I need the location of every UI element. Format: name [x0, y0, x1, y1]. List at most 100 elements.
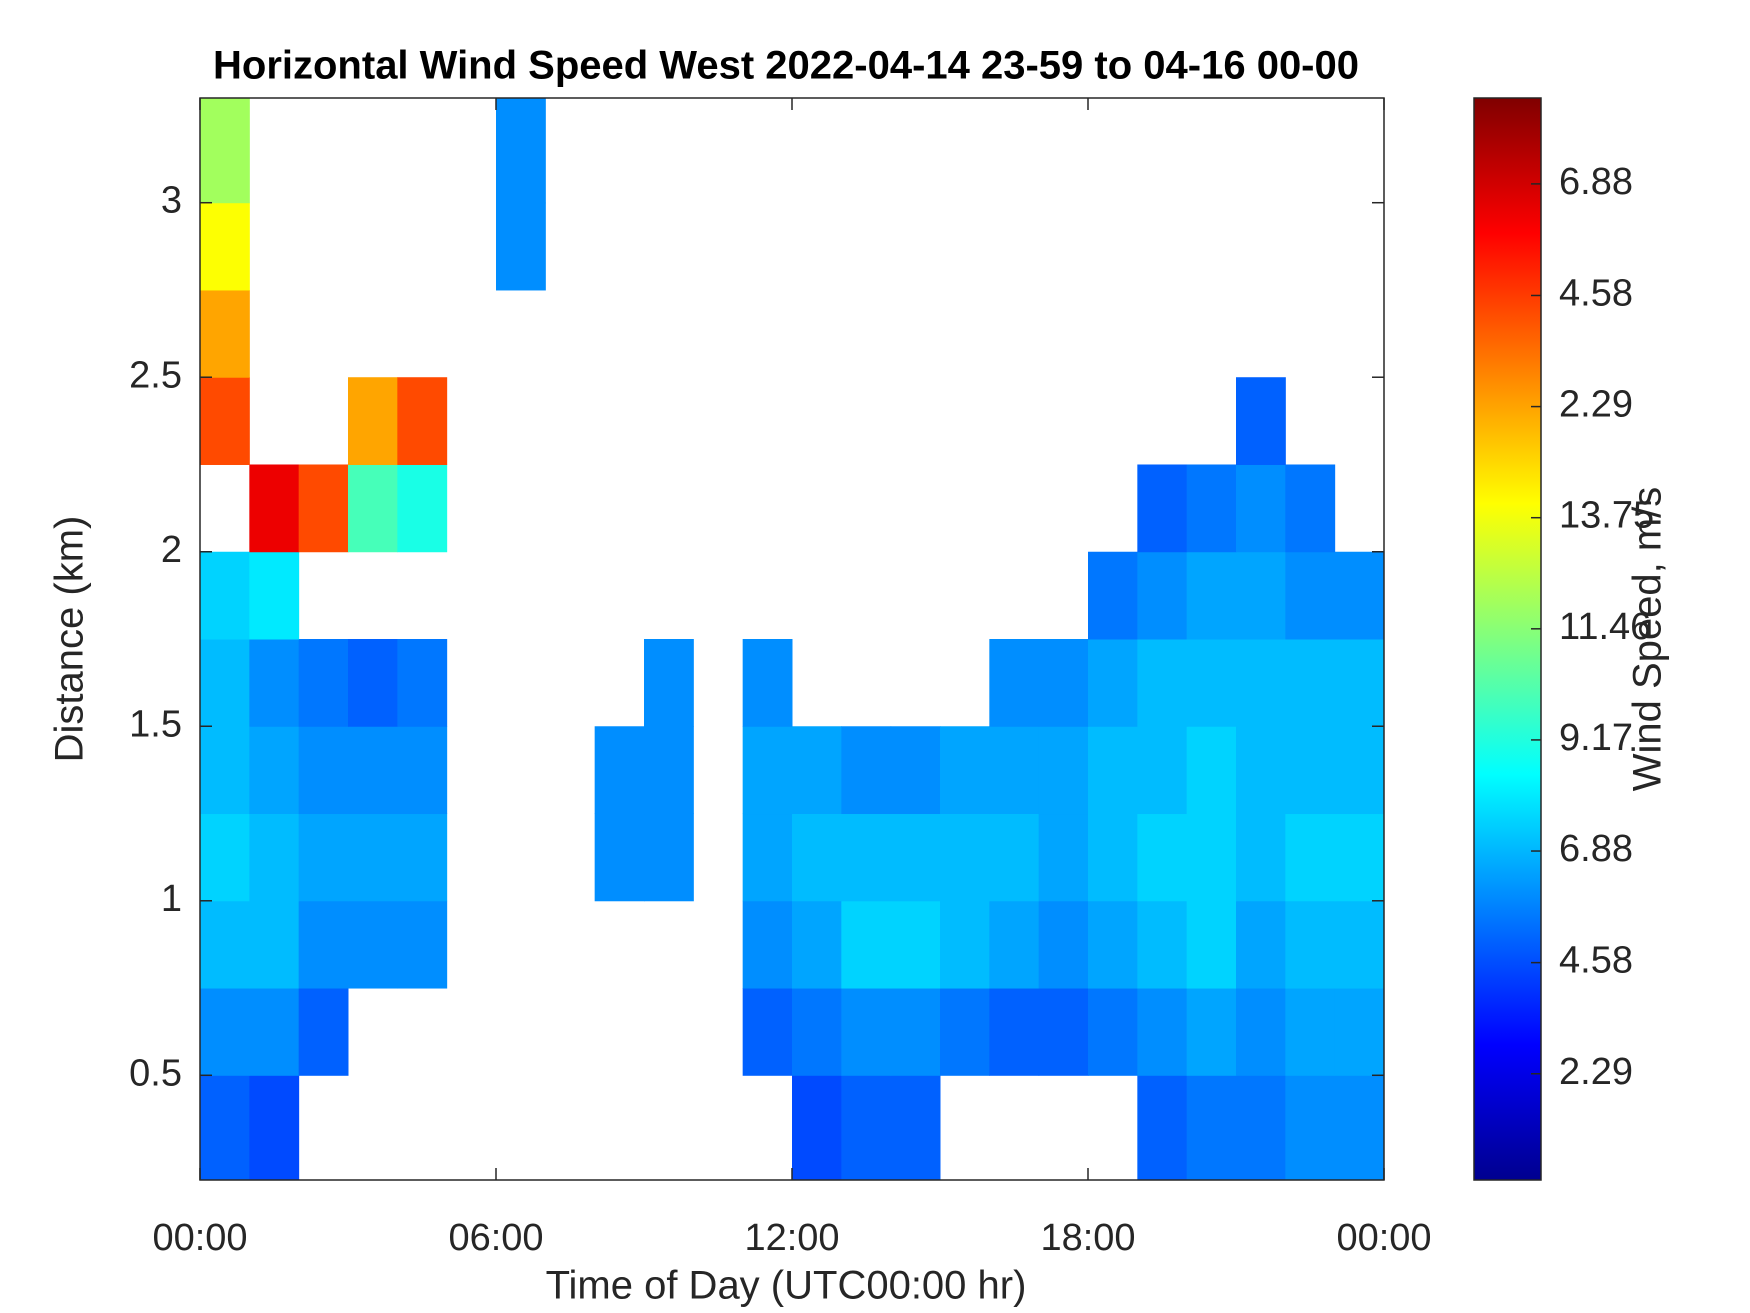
heat-cell	[1137, 464, 1188, 553]
heat-cell	[742, 988, 793, 1076]
heat-cell	[792, 988, 842, 1076]
heat-cell	[989, 726, 1040, 815]
heat-cell	[348, 900, 398, 989]
colorbar-tick-label: 4.58	[1559, 273, 1633, 315]
heat-cell	[249, 726, 300, 815]
heat-cell	[1137, 813, 1188, 902]
heat-cell	[397, 639, 448, 727]
x-tick-label: 18:00	[1040, 1217, 1135, 1259]
y-axis-label: Distance (km)	[48, 516, 92, 763]
heat-cell	[200, 377, 250, 465]
heat-cell	[989, 900, 1040, 989]
heat-cell	[298, 726, 349, 815]
heat-cell	[989, 988, 1040, 1076]
heat-cell	[841, 813, 892, 902]
heat-cell	[841, 900, 892, 989]
heat-cell	[1137, 639, 1188, 727]
heat-cell	[1186, 900, 1237, 989]
heat-cell	[1236, 813, 1286, 902]
x-tick-label: 12:00	[744, 1217, 839, 1259]
heat-cell	[1334, 639, 1385, 727]
heat-cell	[496, 202, 546, 291]
heat-cell	[1285, 726, 1336, 815]
colorbar-tick-label: 11.46	[1559, 606, 1651, 648]
heat-cell	[742, 813, 793, 902]
chart-title: Horizontal Wind Speed West 2022-04-14 23…	[213, 44, 1359, 88]
heat-cell	[890, 988, 941, 1076]
heat-cell	[890, 1075, 941, 1181]
x-tick-label: 06:00	[448, 1217, 543, 1259]
colorbar-tick-label: 9.17	[1559, 717, 1633, 759]
heat-cell	[1186, 551, 1237, 640]
heat-cell	[644, 639, 694, 727]
heat-cell	[1038, 639, 1089, 727]
heat-cell	[644, 813, 694, 902]
heat-cell	[397, 377, 448, 465]
colorbar-tick-label: 2.29	[1559, 384, 1633, 426]
heat-cell	[1236, 988, 1286, 1076]
y-tick-label: 3	[161, 180, 182, 222]
heat-cell	[1236, 464, 1286, 553]
heat-cell	[792, 1075, 842, 1181]
heat-cell	[1334, 900, 1385, 989]
x-tick-label: 00:00	[152, 1217, 247, 1259]
y-tick-label: 2	[161, 529, 182, 571]
heat-cell	[249, 639, 300, 727]
heat-cell	[792, 726, 842, 815]
heat-cell	[200, 202, 250, 291]
colorbar-tick-label: 13.75	[1559, 495, 1654, 537]
y-tick-label: 1.5	[129, 703, 182, 745]
heat-cell	[298, 988, 349, 1076]
heat-cell	[1137, 988, 1188, 1076]
heat-cell	[890, 726, 941, 815]
x-tick-label: 00:00	[1336, 1217, 1431, 1259]
heat-cell	[200, 98, 250, 204]
heat-cell	[1088, 900, 1138, 989]
heat-cell	[1088, 639, 1138, 727]
heat-cell	[742, 726, 793, 815]
heat-cell	[298, 464, 349, 553]
heat-cell	[1137, 726, 1188, 815]
heat-cell	[1285, 639, 1336, 727]
heat-cell	[940, 988, 990, 1076]
heat-cell	[594, 813, 645, 902]
heat-cell	[1236, 726, 1286, 815]
heat-cell	[1285, 900, 1336, 989]
heat-cell	[890, 813, 941, 902]
heat-cell	[1285, 464, 1336, 553]
heat-cell	[249, 813, 300, 902]
colorbar-tick-label: 6.88	[1559, 161, 1633, 203]
heat-cell	[1088, 551, 1138, 640]
heat-cell	[1038, 900, 1089, 989]
heat-cell	[841, 726, 892, 815]
heat-cell	[742, 639, 793, 727]
colorbar-label: Wind Speed, m/s	[1626, 487, 1670, 792]
heat-cell	[1088, 813, 1138, 902]
heat-cell	[1038, 988, 1089, 1076]
heat-cell	[940, 726, 990, 815]
heat-cell	[1088, 988, 1138, 1076]
heat-cell	[200, 900, 250, 989]
heat-cell	[1236, 551, 1286, 640]
heat-cell	[200, 813, 250, 902]
heat-cell	[298, 813, 349, 902]
heat-cell	[348, 813, 398, 902]
heat-cell	[200, 726, 250, 815]
heat-cell	[348, 726, 398, 815]
heat-cell	[1334, 988, 1385, 1076]
heat-cell	[792, 813, 842, 902]
heat-cell	[348, 639, 398, 727]
heat-cell	[644, 726, 694, 815]
colorbar	[1473, 97, 1542, 1181]
heat-cell	[298, 639, 349, 727]
heat-cell	[1334, 813, 1385, 902]
heat-cell	[1285, 988, 1336, 1076]
heat-cell	[989, 639, 1040, 727]
heat-cell	[1334, 726, 1385, 815]
heat-cell	[940, 813, 990, 902]
heat-cell	[1186, 988, 1237, 1076]
heat-cell	[200, 988, 250, 1076]
heat-cell	[1186, 639, 1237, 727]
colorbar-tick-label: 2.29	[1559, 1051, 1633, 1093]
